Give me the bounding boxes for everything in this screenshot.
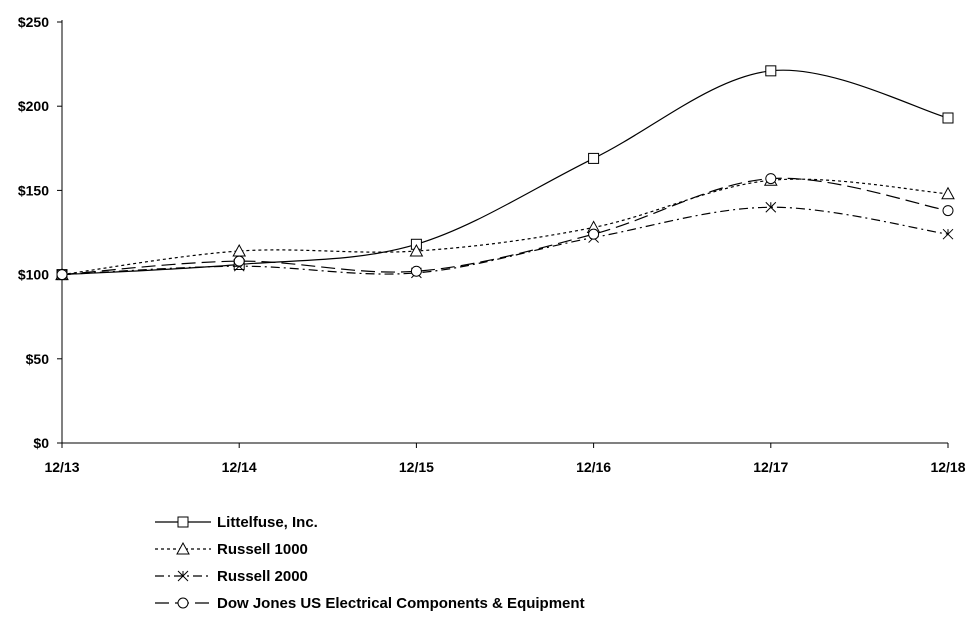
- y-tick-label: $100: [18, 267, 49, 283]
- series-4: [56, 173, 954, 281]
- series-2: [55, 173, 955, 281]
- legend-label: Littelfuse, Inc.: [217, 514, 318, 531]
- data-point-marker: [942, 112, 954, 124]
- y-tick-label: $250: [18, 14, 49, 30]
- data-point-marker: [941, 186, 955, 200]
- data-point-marker: [410, 265, 422, 277]
- legend-item: Russell 2000: [155, 568, 308, 585]
- series-line: [61, 69, 949, 276]
- data-point-marker: [233, 255, 245, 267]
- data-point-marker: [765, 65, 777, 77]
- y-tick-label: $150: [18, 182, 49, 198]
- legend: Littelfuse, Inc. Russell 1000 Russell 2000…: [155, 514, 585, 612]
- data-point-marker: [232, 243, 247, 257]
- data-point-marker: [588, 152, 600, 164]
- data-point-marker: [942, 228, 954, 240]
- series-line: [61, 178, 949, 276]
- x-tick-label: 12/16: [576, 459, 611, 475]
- data-point-marker: [56, 269, 68, 281]
- data-point-marker: [409, 243, 424, 257]
- legend-label: Russell 1000: [217, 541, 308, 558]
- y-tick-label: $200: [18, 98, 49, 114]
- data-point-marker: [588, 228, 600, 240]
- legend-label: Russell 2000: [217, 568, 308, 585]
- series-1: [56, 65, 954, 281]
- x-tick-label: 12/15: [399, 459, 434, 475]
- legend-item: Dow Jones US Electrical Components & Equ…: [155, 595, 585, 612]
- legend-label: Dow Jones US Electrical Components & Equ…: [217, 595, 585, 612]
- legend-marker: [176, 541, 190, 555]
- x-tick-label: 12/13: [44, 459, 79, 475]
- data-point-marker: [765, 201, 777, 213]
- axes: $0 $50 $100 $150 $200 $250 12/13 12/14 12/15 12/1…: [18, 14, 966, 475]
- legend-marker: [177, 597, 189, 609]
- series-line: [61, 177, 949, 276]
- series-lines: [55, 65, 955, 281]
- legend-marker: [177, 516, 189, 528]
- x-tick-label: 12/17: [753, 459, 788, 475]
- x-tick-label: 12/14: [222, 459, 257, 475]
- x-tick-label: 12/18: [930, 459, 965, 475]
- legend-item: Russell 1000: [155, 541, 308, 558]
- y-tick-label: $0: [33, 435, 49, 451]
- data-point-marker: [765, 173, 777, 185]
- series-line: [61, 206, 949, 276]
- y-tick-label: $50: [26, 351, 50, 367]
- legend-item: Littelfuse, Inc.: [155, 514, 318, 531]
- legend-marker: [177, 570, 189, 582]
- data-point-marker: [942, 205, 954, 217]
